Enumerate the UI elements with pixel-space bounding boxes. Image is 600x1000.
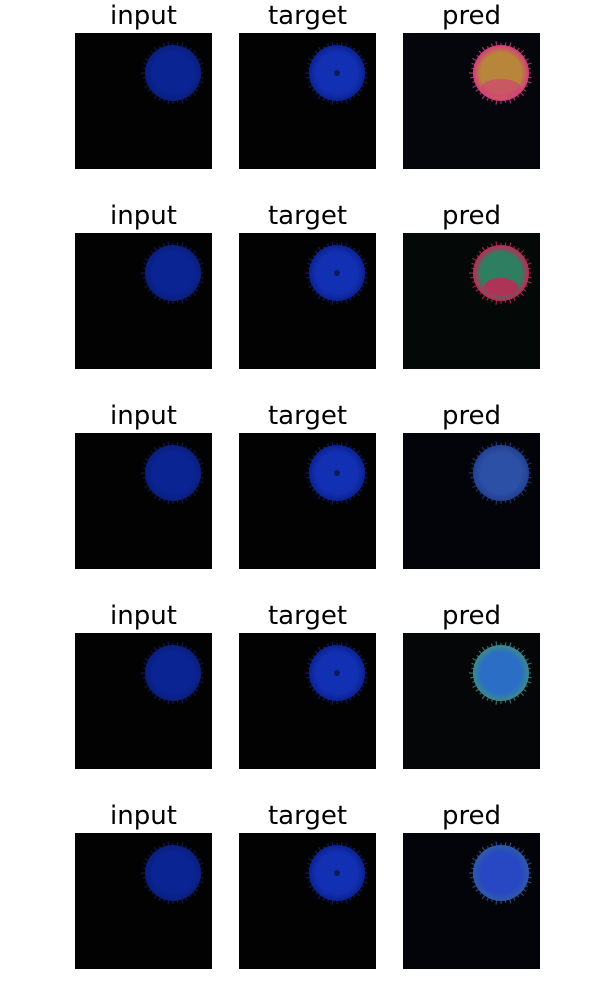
blue-fuzzy-disc-dark-center xyxy=(239,633,376,769)
pred-image xyxy=(403,633,540,769)
input-panel: input xyxy=(75,400,212,570)
target-panel: target xyxy=(239,200,376,370)
blue-fuzzy-disc-dark-center xyxy=(239,433,376,569)
solid-blue-disc xyxy=(75,233,212,369)
panel-title: input xyxy=(75,200,212,232)
target-image xyxy=(239,233,376,369)
panel-title: target xyxy=(239,0,376,32)
grid-row-3: input target pred xyxy=(0,400,600,570)
panel-title: input xyxy=(75,800,212,832)
panel-title: target xyxy=(239,400,376,432)
grid-row-5: input target pred xyxy=(0,800,600,970)
solid-blue-disc xyxy=(75,33,212,169)
input-image xyxy=(75,33,212,169)
panel-title: pred xyxy=(403,400,540,432)
blue-fuzzy-disc-dark-center xyxy=(239,233,376,369)
orange-magenta-disc xyxy=(403,33,540,169)
disc xyxy=(473,845,529,901)
target-image xyxy=(239,433,376,569)
grid-row-1: input target pred xyxy=(0,0,600,170)
disc-center-mark xyxy=(334,470,340,476)
input-image xyxy=(75,833,212,969)
input-image xyxy=(75,433,212,569)
disc xyxy=(473,645,529,701)
green-blue-disc-red-bottom xyxy=(403,233,540,369)
input-image xyxy=(75,233,212,369)
disc-red-region xyxy=(484,278,518,296)
pred-panel: pred xyxy=(403,600,540,770)
pred-panel: pred xyxy=(403,200,540,370)
target-panel: target xyxy=(239,400,376,570)
disc xyxy=(145,445,201,501)
disc xyxy=(473,445,529,501)
pred-image xyxy=(403,833,540,969)
disc xyxy=(145,245,201,301)
solid-blue-disc xyxy=(75,833,212,969)
disc-center-mark xyxy=(334,70,340,76)
target-panel: target xyxy=(239,0,376,170)
disc-center-mark xyxy=(334,270,340,276)
panel-title: pred xyxy=(403,200,540,232)
pred-image xyxy=(403,233,540,369)
disc-center-mark xyxy=(334,670,340,676)
light-blue-disc xyxy=(403,633,540,769)
blue-fuzzy-disc-dark-center xyxy=(239,833,376,969)
disc-magenta-region xyxy=(481,79,521,97)
pred-image xyxy=(403,33,540,169)
disc-center-mark xyxy=(334,870,340,876)
panel-title: pred xyxy=(403,800,540,832)
target-image xyxy=(239,833,376,969)
pred-panel: pred xyxy=(403,800,540,970)
target-panel: target xyxy=(239,600,376,770)
input-panel: input xyxy=(75,0,212,170)
panel-title: target xyxy=(239,800,376,832)
blue-fuzzy-disc-dark-center xyxy=(239,33,376,169)
panel-title: input xyxy=(75,0,212,32)
target-image xyxy=(239,33,376,169)
panel-title: input xyxy=(75,600,212,632)
grid-row-2: input target pred xyxy=(0,200,600,370)
input-image xyxy=(75,633,212,769)
solid-blue-disc xyxy=(75,633,212,769)
solid-blue-disc xyxy=(75,433,212,569)
bright-blue-disc xyxy=(403,833,540,969)
panel-title: target xyxy=(239,600,376,632)
pred-panel: pred xyxy=(403,0,540,170)
panel-title: pred xyxy=(403,0,540,32)
input-panel: input xyxy=(75,600,212,770)
input-panel: input xyxy=(75,200,212,370)
panel-title: target xyxy=(239,200,376,232)
panel-title: pred xyxy=(403,600,540,632)
pred-panel: pred xyxy=(403,400,540,570)
panel-title: input xyxy=(75,400,212,432)
disc xyxy=(145,645,201,701)
disc xyxy=(145,45,201,101)
target-image xyxy=(239,633,376,769)
target-panel: target xyxy=(239,800,376,970)
disc xyxy=(145,845,201,901)
dull-blue-disc xyxy=(403,433,540,569)
pred-image xyxy=(403,433,540,569)
grid-row-4: input target pred xyxy=(0,600,600,770)
input-panel: input xyxy=(75,800,212,970)
